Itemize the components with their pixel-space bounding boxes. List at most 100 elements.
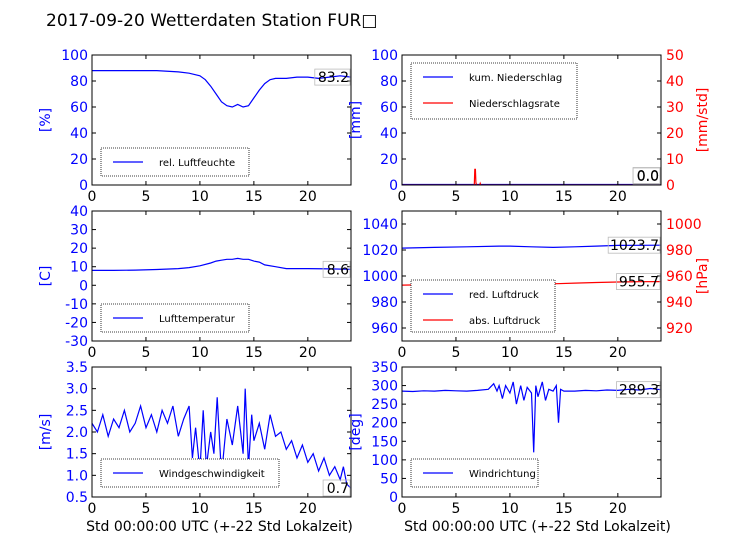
y2-tick-label: 40 bbox=[666, 74, 684, 90]
x-tick-label: 0 bbox=[398, 501, 407, 517]
y-tick-label: 10 bbox=[70, 260, 88, 276]
series-line-1 bbox=[92, 257, 351, 271]
legend-entry: Windrichtung bbox=[469, 469, 536, 480]
y2-tick-label: 1000 bbox=[666, 217, 702, 233]
y-axis-label: [mm] bbox=[348, 101, 364, 139]
series-line-1 bbox=[402, 381, 661, 453]
panel-2: 0 5 10 15 20 0 20 40 60 80 100 0 10 20 30 40 50 [mm] [mm/s… bbox=[348, 48, 711, 205]
y2-tick-label: 960 bbox=[666, 269, 693, 285]
plot-frame bbox=[401, 366, 662, 498]
x-tick-label: 0 bbox=[88, 345, 97, 361]
y2-tick-label: 50 bbox=[666, 48, 684, 64]
y2-tick-label: 10 bbox=[666, 152, 684, 168]
legend-box bbox=[410, 279, 556, 333]
x-tick-label: 15 bbox=[555, 189, 573, 205]
x-tick-label: 20 bbox=[299, 189, 317, 205]
x-tick-label: 5 bbox=[141, 501, 150, 517]
x-axis-label: Std 00:00:00 UTC (+-22 Std Lokalzeit) bbox=[86, 519, 353, 535]
last-value-label: 955.7 bbox=[619, 275, 659, 291]
last-value-label: 0.0 bbox=[637, 169, 659, 185]
x-tick-label: 20 bbox=[299, 501, 317, 517]
y-tick-label: 960 bbox=[371, 321, 398, 337]
last-value-label: 83.2 bbox=[318, 70, 349, 86]
legend-entry: Windgeschwindigkeit bbox=[159, 469, 265, 480]
y2-tick-label: 980 bbox=[666, 243, 693, 259]
x-tick-label: 15 bbox=[245, 501, 263, 517]
y2-tick-label: 920 bbox=[666, 321, 693, 337]
y-tick-label: 1.5 bbox=[66, 447, 88, 463]
x-tick-label: 5 bbox=[451, 345, 460, 361]
plot-frame bbox=[91, 54, 352, 186]
y-tick-label: -10 bbox=[65, 297, 88, 313]
page-title: 2017-09-20 Wetterdaten Station FUR□ bbox=[46, 11, 377, 31]
x-tick-label: 10 bbox=[191, 501, 209, 517]
y-tick-label: 20 bbox=[380, 152, 398, 168]
plot-frame bbox=[91, 210, 352, 342]
x-tick-label: 5 bbox=[141, 189, 150, 205]
last-value-box bbox=[616, 273, 661, 290]
y-tick-label: 300 bbox=[371, 379, 398, 395]
x-tick-label: 10 bbox=[501, 189, 519, 205]
y2-tick-label: 940 bbox=[666, 295, 693, 311]
y-tick-label: 150 bbox=[371, 434, 398, 450]
legend-entry: Niederschlagsrate bbox=[469, 99, 560, 110]
legend: Windgeschwindigkeit bbox=[100, 458, 280, 488]
y2-tick-label: 30 bbox=[666, 100, 684, 116]
last-value-label: 0.7 bbox=[327, 481, 349, 497]
x-tick-label: 15 bbox=[245, 189, 263, 205]
last-value-label: 289.3 bbox=[619, 383, 659, 399]
x-tick-label: 0 bbox=[88, 189, 97, 205]
x-tick-label: 0 bbox=[88, 501, 97, 517]
legend-box bbox=[410, 62, 578, 120]
y-tick-label: 60 bbox=[70, 100, 88, 116]
y-tick-label: 0 bbox=[79, 178, 88, 194]
y-tick-label: 200 bbox=[371, 416, 398, 432]
y-tick-label: -20 bbox=[65, 315, 88, 331]
panel-1: 0 5 10 15 20 0 20 40 60 80 100 [%] 83.2 rel. Luftfeuc… bbox=[38, 48, 352, 205]
y-tick-label: 1.0 bbox=[66, 468, 88, 484]
x-tick-label: 15 bbox=[245, 345, 263, 361]
y-tick-label: 1020 bbox=[362, 243, 398, 259]
series-line-1 bbox=[402, 244, 661, 249]
legend-entry: kum. Niederschlag bbox=[469, 73, 562, 84]
y-tick-label: 50 bbox=[380, 471, 398, 487]
last-value-box bbox=[314, 68, 351, 86]
panel-3: 0 5 10 15 20 -30 -20 -10 0 10 20 30 40 [C] 8.6 Lufttemp… bbox=[38, 204, 352, 361]
legend: kum. Niederschlag Niederschlagsrate bbox=[410, 62, 578, 120]
y2-axis-label: [hPa] bbox=[695, 258, 711, 294]
plot-frame bbox=[401, 54, 662, 186]
y2-tick-label: 0 bbox=[666, 178, 675, 194]
x-axis-label: Std 00:00:00 UTC (+-22 Std Lokalzeit) bbox=[404, 519, 671, 535]
y-tick-label: 1000 bbox=[362, 269, 398, 285]
y-tick-label: 40 bbox=[70, 126, 88, 142]
x-tick-label: 10 bbox=[191, 345, 209, 361]
y-tick-label: 0 bbox=[389, 178, 398, 194]
legend-entry: Lufttemperatur bbox=[159, 314, 236, 325]
last-value-box bbox=[632, 167, 661, 185]
y-tick-label: 20 bbox=[70, 152, 88, 168]
series-line-1 bbox=[92, 70, 351, 108]
y-tick-label: 3.5 bbox=[66, 360, 88, 376]
legend-entry: rel. Luftfeuchte bbox=[159, 158, 235, 169]
x-tick-label: 0 bbox=[398, 345, 407, 361]
legend: Windrichtung bbox=[410, 458, 539, 488]
y-tick-label: 40 bbox=[380, 126, 398, 142]
x-tick-label: 20 bbox=[609, 501, 627, 517]
last-value-label: 1023.7 bbox=[610, 238, 659, 254]
last-value-box bbox=[607, 236, 661, 254]
y-axis-label: [C] bbox=[38, 266, 54, 287]
x-tick-label: 10 bbox=[501, 345, 519, 361]
y-tick-label: 80 bbox=[380, 74, 398, 90]
y-axis-label: [deg] bbox=[348, 413, 364, 450]
y2-axis-label: [mm/std] bbox=[695, 88, 711, 153]
y-tick-label: 80 bbox=[70, 74, 88, 90]
y-axis-label: [m/s] bbox=[38, 414, 54, 451]
legend: red. Luftdruck abs. Luftdruck bbox=[410, 279, 556, 333]
y-tick-label: 60 bbox=[380, 100, 398, 116]
y-tick-label: 0 bbox=[389, 490, 398, 506]
legend-entry: abs. Luftdruck bbox=[469, 316, 540, 327]
y-tick-label: 2.5 bbox=[66, 403, 88, 419]
y-tick-label: 100 bbox=[61, 48, 88, 64]
